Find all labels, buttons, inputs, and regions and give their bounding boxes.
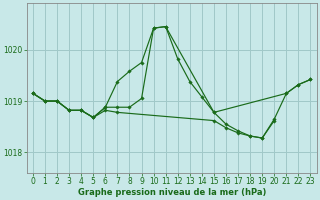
X-axis label: Graphe pression niveau de la mer (hPa): Graphe pression niveau de la mer (hPa) xyxy=(77,188,266,197)
